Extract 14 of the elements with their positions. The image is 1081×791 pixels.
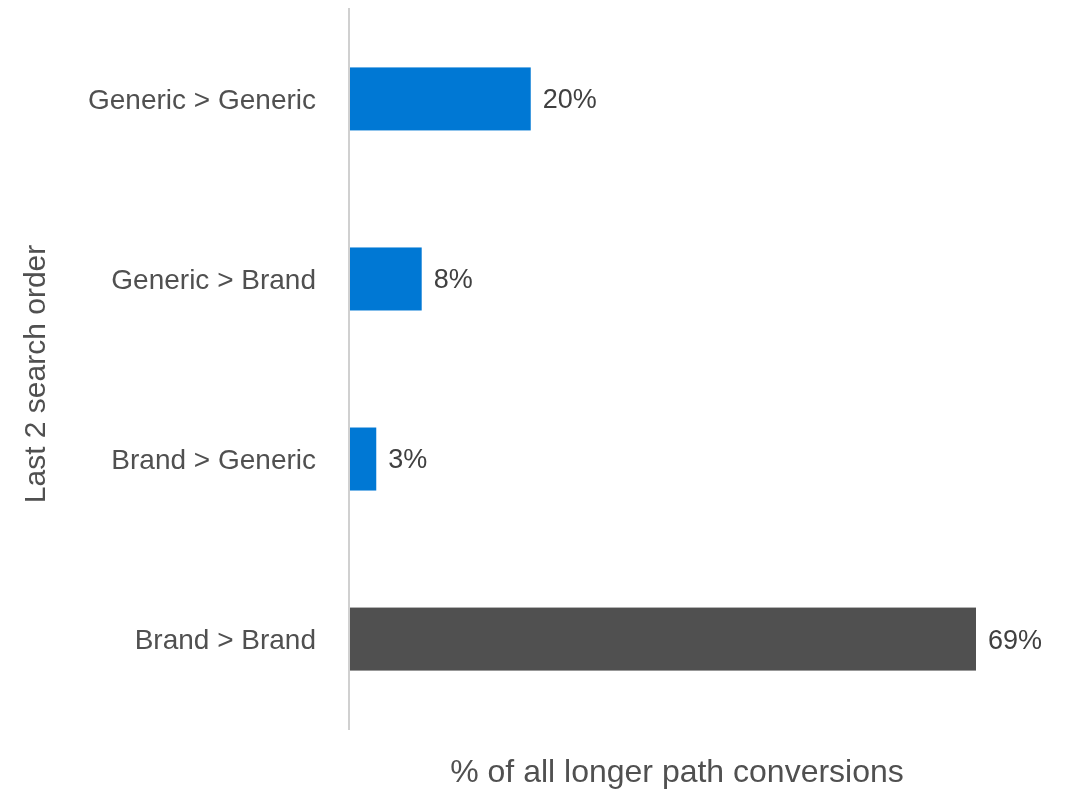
bar xyxy=(349,607,976,671)
data-label: 69% xyxy=(988,624,1043,655)
bar xyxy=(349,247,422,311)
y-tick-label: Generic > Brand xyxy=(111,263,316,295)
bar xyxy=(349,67,531,131)
y-axis-title: Last 2 search order xyxy=(18,244,51,504)
y-tick-label: Brand > Generic xyxy=(111,443,316,475)
data-label: 3% xyxy=(388,444,428,475)
data-label: 20% xyxy=(542,84,597,115)
bar xyxy=(349,427,377,491)
x-axis-title: % of all longer path conversions xyxy=(450,753,904,789)
y-tick-label: Brand > Brand xyxy=(134,623,316,655)
data-label: 8% xyxy=(433,264,473,295)
y-tick-label: Generic > Generic xyxy=(88,83,316,115)
